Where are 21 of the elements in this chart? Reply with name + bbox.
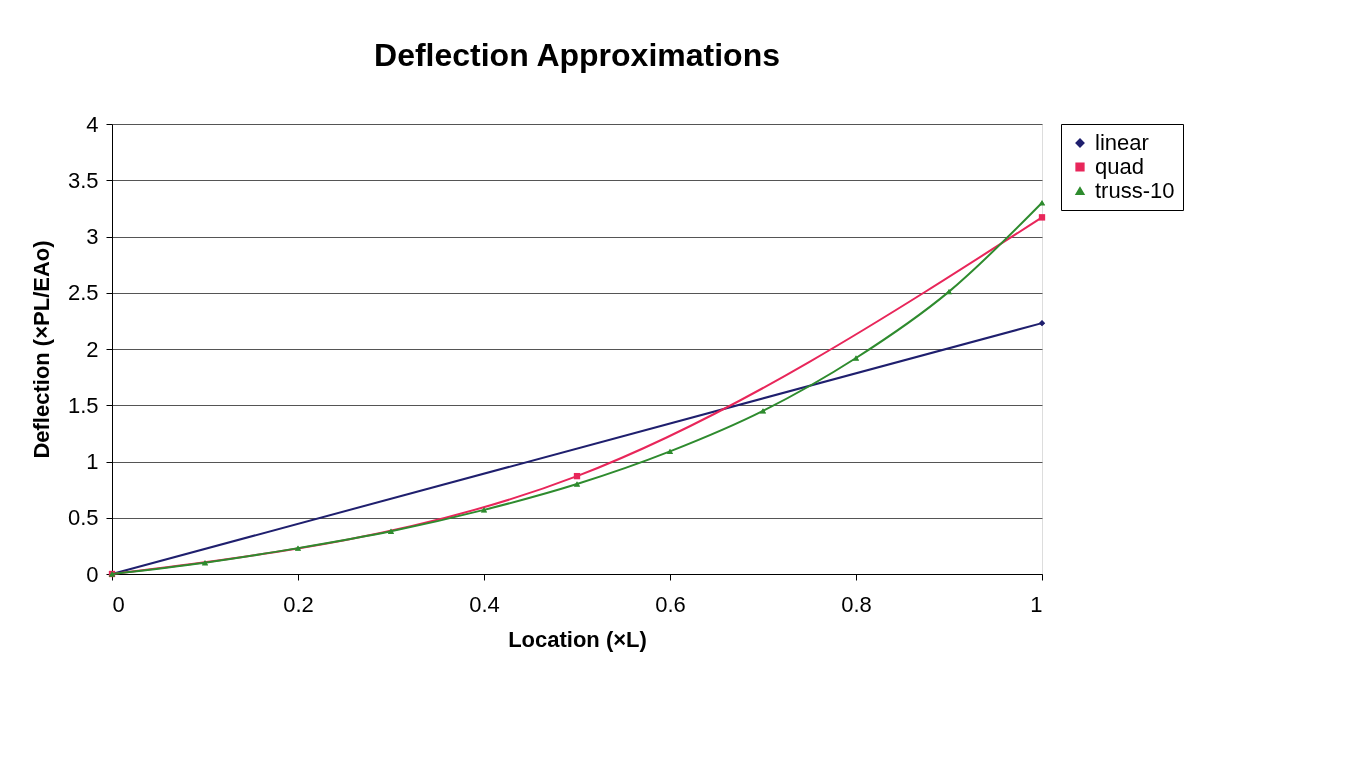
y-tick-label: 1.5 (67, 392, 99, 418)
legend-label: quad (1095, 154, 1144, 179)
y-tick-label: 0 (86, 561, 99, 587)
chart-title: Deflection Approximations (374, 37, 780, 73)
x-tick-label: 0 (112, 591, 125, 617)
x-axis-title: Location (×L) (508, 626, 647, 652)
y-tick-label: 3.5 (67, 167, 99, 193)
x-tick-label: 0.2 (283, 591, 314, 617)
y-tick-label: 3 (86, 224, 99, 249)
y-tick-label: 2 (86, 336, 99, 362)
legend-label: truss-10 (1095, 178, 1175, 203)
legend-label: linear (1095, 130, 1149, 155)
x-tick-label: 0.6 (655, 591, 686, 617)
x-tick-label: 0.8 (841, 591, 872, 617)
x-tick-label: 0.4 (469, 591, 500, 617)
y-tick-label: 1 (86, 449, 99, 474)
y-tick-label: 0.5 (67, 505, 99, 531)
y-tick-label: 2.5 (67, 280, 99, 306)
x-tick-label: 1 (1030, 591, 1043, 617)
y-axis-title: Deflection (×PL/EAo) (28, 240, 54, 459)
y-tick-label: 4 (86, 111, 99, 137)
